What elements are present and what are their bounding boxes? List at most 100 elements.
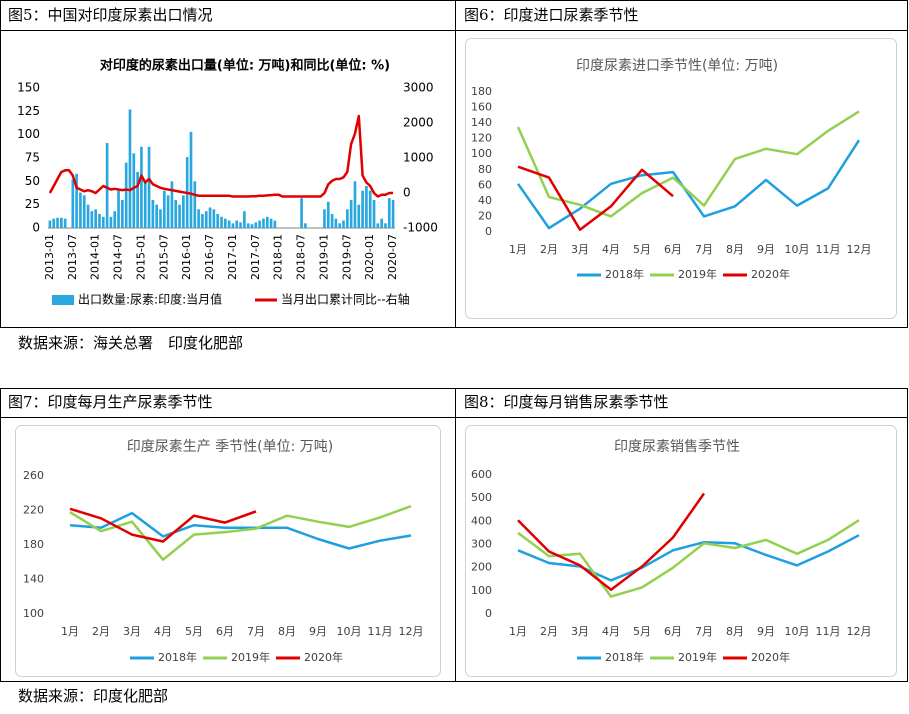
y-tick-label: 75 [25, 151, 40, 165]
line [517, 534, 860, 582]
x-tick-label: 2013-07 [66, 234, 79, 280]
x-tick-label: 2014-01 [89, 234, 102, 280]
y-tick-label: 125 [17, 104, 40, 118]
line [516, 110, 860, 218]
bar [361, 190, 364, 228]
legend-label: 2020年 [751, 267, 790, 281]
bar [346, 209, 349, 228]
bar [197, 209, 200, 228]
x-tick-label: 9月 [757, 243, 775, 256]
bar [212, 209, 216, 228]
bar [365, 186, 368, 228]
chart-title: 印度尿素生产 季节性(单位: 万吨) [127, 439, 334, 455]
bar [254, 222, 258, 228]
y-tick-label: 220 [23, 504, 44, 517]
x-tick-label: 10月 [337, 625, 362, 638]
y-tick-label: 0 [32, 221, 40, 235]
y-tick-label: 180 [471, 85, 492, 98]
x-tick-label: 2015-01 [134, 234, 147, 280]
bar [376, 223, 380, 228]
x-tick-label: 2月 [540, 243, 558, 256]
x-tick-label: 3月 [571, 243, 589, 256]
x-tick-label: 4月 [602, 625, 620, 638]
bar [117, 190, 120, 228]
bar [220, 216, 223, 228]
x-tick-label: 12月 [847, 625, 872, 638]
x-tick-label: 2017-01 [226, 234, 239, 280]
legend-label: 当月出口累计同比--右轴 [281, 292, 410, 307]
bar [147, 146, 151, 228]
bar [223, 218, 227, 228]
bar [71, 179, 75, 228]
bar [132, 153, 136, 228]
bar [342, 220, 345, 228]
y-tick-label: 150 [17, 81, 40, 95]
y2-tick-label: -1000 [403, 221, 438, 235]
bar [151, 200, 155, 228]
y2-tick-label: 2000 [403, 116, 434, 130]
legend-label: 2019年 [231, 650, 270, 664]
bar [243, 211, 246, 228]
bar [357, 204, 361, 228]
x-tick-label: 8月 [726, 243, 744, 256]
bar [250, 224, 254, 228]
bar [170, 181, 174, 228]
bar [136, 172, 139, 228]
y-tick-label: 0 [485, 225, 492, 238]
x-tick-label: 7月 [695, 625, 713, 638]
bar [86, 204, 90, 228]
legend-label: 2018年 [605, 267, 644, 281]
y2-tick-label: 1000 [403, 151, 434, 165]
bar [162, 190, 166, 228]
panel-frame [455, 0, 908, 328]
bar [101, 216, 105, 228]
bar [128, 109, 132, 228]
y-tick-label: 60 [478, 178, 492, 191]
x-tick-label: 12月 [399, 625, 424, 638]
panel-header: 图8：印度每月销售尿素季节性 [464, 393, 669, 411]
bar [109, 216, 113, 228]
bar [387, 198, 391, 228]
bar [208, 207, 212, 228]
bar [201, 214, 204, 228]
x-tick-label: 2016-01 [180, 234, 193, 280]
x-tick-label: 1月 [509, 625, 527, 638]
y-tick-label: 50 [25, 174, 40, 188]
x-tick-label: 10月 [785, 243, 810, 256]
bar [63, 218, 67, 228]
bar [231, 223, 235, 228]
y-tick-label: 140 [471, 116, 492, 129]
y-tick-label: 80 [478, 163, 492, 176]
bar [204, 211, 208, 228]
bar [189, 131, 193, 228]
y-tick-label: 100 [471, 584, 492, 597]
bar [48, 220, 52, 228]
bar [60, 217, 63, 228]
bar [227, 220, 231, 228]
bar [143, 181, 147, 228]
x-tick-label: 6月 [664, 243, 682, 256]
y-tick-label: 180 [23, 538, 44, 551]
line [69, 507, 257, 543]
line [69, 505, 412, 561]
bar [182, 195, 185, 228]
line [48, 114, 394, 198]
x-tick-label: 7月 [247, 625, 265, 638]
chart-frame [15, 425, 441, 677]
x-tick-label: 2018-01 [272, 234, 285, 280]
chart-title: 印度尿素进口季节性(单位: 万吨) [576, 58, 778, 74]
bar [82, 195, 86, 228]
bar [56, 217, 59, 228]
y-tick-label: 100 [23, 607, 44, 620]
bar [273, 220, 277, 228]
x-tick-label: 2019-07 [340, 234, 353, 280]
bar [326, 201, 330, 228]
legend-label: 2020年 [304, 650, 343, 664]
x-tick-label: 8月 [726, 625, 744, 638]
x-tick-label: 2月 [92, 625, 110, 638]
legend-label: 出口数量:尿素:印度:当月值 [78, 292, 222, 307]
bar [323, 209, 326, 228]
bar [121, 200, 124, 228]
y-tick-label: 400 [471, 514, 492, 527]
